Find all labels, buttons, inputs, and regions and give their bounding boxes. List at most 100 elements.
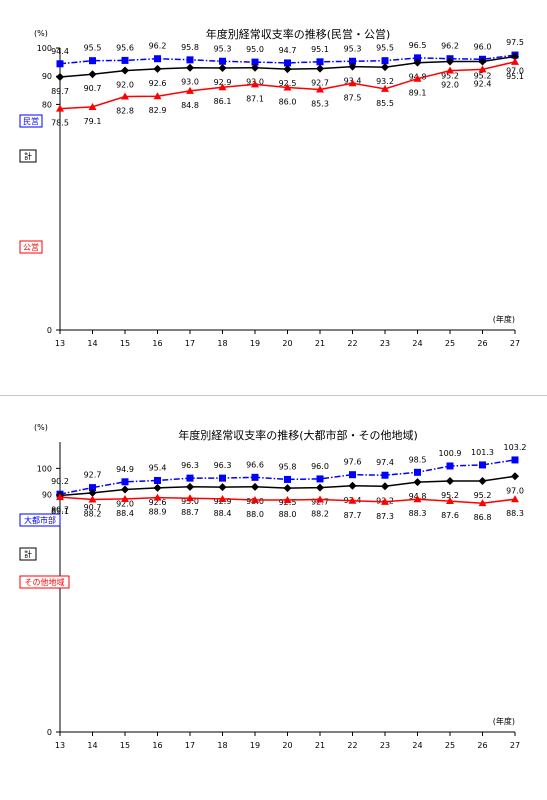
data-label: 89.7 bbox=[51, 87, 69, 96]
x-tick-label: 26 bbox=[477, 741, 487, 750]
data-point-triangle bbox=[88, 495, 97, 503]
data-point-triangle bbox=[251, 496, 259, 503]
data-point-square bbox=[316, 58, 324, 66]
data-point-square bbox=[219, 474, 226, 482]
data-label: 96.2 bbox=[441, 42, 459, 51]
data-label: 94.4 bbox=[51, 47, 69, 56]
data-label: 95.2 bbox=[441, 491, 459, 500]
data-point-triangle bbox=[56, 104, 64, 112]
data-point-diamond bbox=[186, 482, 194, 491]
data-point-triangle bbox=[316, 495, 324, 503]
data-point-square bbox=[479, 461, 486, 469]
x-tick-label: 15 bbox=[120, 741, 130, 750]
data-label: 82.9 bbox=[149, 106, 167, 115]
data-label: 96.5 bbox=[409, 41, 427, 50]
panel-divider bbox=[0, 395, 547, 396]
data-label: 95.1 bbox=[506, 72, 524, 81]
data-point-triangle bbox=[348, 496, 357, 504]
data-label: 88.0 bbox=[279, 510, 297, 519]
y-tick-label: 80 bbox=[42, 100, 52, 109]
data-label: 92.0 bbox=[116, 81, 134, 90]
data-point-triangle bbox=[283, 83, 292, 91]
y-tick-label: 100 bbox=[37, 464, 52, 473]
legend-label-0: 民営 bbox=[23, 116, 39, 126]
x-axis-unit: (年度) bbox=[493, 716, 515, 726]
data-point-diamond bbox=[88, 488, 97, 497]
data-point-diamond bbox=[348, 62, 357, 71]
data-label: 92.4 bbox=[474, 79, 492, 88]
data-point-triangle bbox=[88, 102, 97, 110]
data-point-diamond bbox=[121, 485, 129, 494]
data-label: 92.6 bbox=[149, 498, 167, 507]
data-label: 86.1 bbox=[214, 97, 232, 106]
data-point-diamond bbox=[283, 65, 292, 74]
data-point-triangle bbox=[478, 499, 487, 507]
data-label: 90.7 bbox=[84, 503, 102, 512]
x-tick-label: 17 bbox=[185, 741, 195, 750]
data-point-diamond bbox=[218, 483, 227, 492]
data-point-triangle bbox=[153, 92, 162, 100]
data-label: 87.7 bbox=[344, 511, 362, 520]
data-label: 96.3 bbox=[214, 461, 232, 470]
data-point-square bbox=[349, 57, 356, 65]
data-point-square bbox=[316, 475, 324, 483]
data-point-square bbox=[284, 59, 291, 67]
x-tick-label: 25 bbox=[445, 741, 455, 750]
data-point-triangle bbox=[218, 494, 227, 502]
x-tick-label: 13 bbox=[55, 741, 65, 750]
data-point-square bbox=[56, 60, 64, 68]
y-tick-label: 0 bbox=[47, 326, 52, 335]
data-label: 89.7 bbox=[51, 506, 69, 515]
data-point-square bbox=[381, 57, 389, 65]
data-label: 88.7 bbox=[181, 508, 199, 517]
data-label: 95.1 bbox=[311, 45, 329, 54]
data-point-diamond bbox=[511, 52, 519, 61]
legend-box-2 bbox=[19, 240, 43, 254]
data-point-square bbox=[446, 462, 454, 470]
y-tick-label: 0 bbox=[47, 728, 52, 737]
data-point-diamond bbox=[153, 64, 162, 73]
data-label: 89.1 bbox=[409, 89, 427, 98]
data-point-diamond bbox=[381, 482, 389, 491]
data-point-square bbox=[414, 468, 421, 476]
x-tick-label: 27 bbox=[510, 339, 520, 348]
data-point-diamond bbox=[121, 66, 129, 75]
x-tick-label: 16 bbox=[152, 339, 162, 348]
data-point-triangle bbox=[283, 496, 292, 503]
data-point-square bbox=[89, 484, 96, 492]
data-point-square bbox=[251, 473, 259, 481]
data-label: 88.3 bbox=[506, 509, 524, 518]
data-label: 95.5 bbox=[84, 44, 102, 53]
data-label: 82.8 bbox=[116, 107, 134, 116]
data-point-triangle bbox=[153, 493, 162, 501]
data-label: 101.3 bbox=[471, 448, 494, 457]
data-point-square bbox=[186, 474, 194, 482]
data-label: 95.3 bbox=[344, 44, 362, 53]
data-point-triangle bbox=[251, 80, 259, 88]
data-point-square bbox=[251, 58, 259, 66]
data-label: 95.4 bbox=[149, 463, 167, 472]
data-label: 88.3 bbox=[409, 509, 427, 518]
data-point-diamond bbox=[186, 63, 194, 72]
line-chart-1: 年度別経常収支率の推移(民営・公営) (%) (年度) 0 80 90 100 13 14 15 1… bbox=[19, 27, 524, 348]
y-tick-label: 100 bbox=[37, 44, 52, 53]
data-point-diamond bbox=[316, 483, 324, 492]
data-point-diamond bbox=[348, 481, 357, 490]
series-line-0 bbox=[59, 459, 516, 495]
data-point-square bbox=[381, 471, 389, 479]
data-label: 95.0 bbox=[246, 45, 264, 54]
legend-box-1 bbox=[19, 149, 37, 163]
data-label: 95.8 bbox=[279, 462, 297, 471]
data-label: 92.7 bbox=[311, 79, 329, 88]
data-label: 95.8 bbox=[181, 43, 199, 52]
data-label: 93.0 bbox=[181, 497, 199, 506]
data-point-triangle bbox=[511, 495, 519, 503]
data-point-diamond bbox=[381, 63, 389, 72]
x-tick-label: 24 bbox=[412, 339, 422, 348]
data-label: 95.2 bbox=[441, 72, 459, 81]
data-point-diamond bbox=[218, 64, 227, 73]
data-point-square bbox=[511, 456, 519, 464]
y-tick-label: 90 bbox=[42, 72, 52, 81]
data-label: 88.4 bbox=[116, 509, 134, 518]
data-point-diamond bbox=[413, 58, 422, 67]
